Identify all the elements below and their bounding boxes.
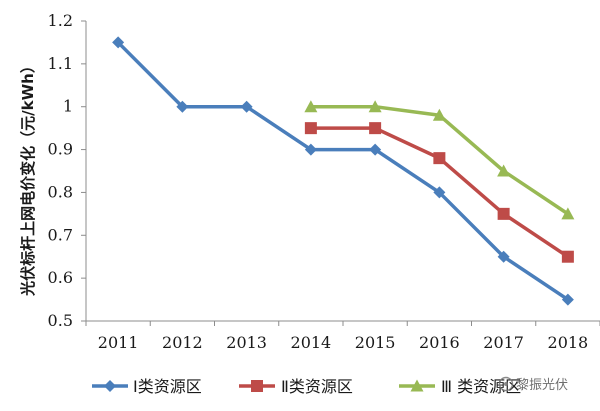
y-tick-label: 0.5	[48, 311, 73, 330]
data-point	[561, 250, 574, 263]
watermark-icon-dot	[504, 382, 508, 386]
data-point	[432, 108, 446, 121]
watermark-text: 黎振光伏	[516, 378, 568, 393]
legend-marker	[104, 380, 116, 392]
series-line	[116, 41, 569, 302]
watermark-icon	[498, 376, 514, 392]
y-tick-label: 0.9	[48, 140, 73, 159]
legend-item: Ⅲ 类资源区	[399, 377, 521, 396]
data-point	[304, 143, 317, 156]
data-point	[497, 250, 510, 263]
x-tick-label: 2011	[98, 333, 139, 352]
data-point	[112, 36, 125, 49]
axes: 0.5 0.6 0.7 0.8 0.9 1 1.1 1.2 2011 2012 2013 2014 20…	[19, 11, 600, 352]
legend: Ⅰ类资源区 Ⅱ类资源区 Ⅲ 类资源区	[92, 377, 521, 396]
x-tick-label: 2012	[162, 333, 203, 352]
series-layer	[112, 36, 575, 306]
data-point	[304, 122, 317, 135]
data-point	[433, 152, 446, 165]
x-tick-label: 2015	[355, 333, 396, 352]
x-tick-label: 2014	[291, 333, 332, 352]
watermark: 黎振光伏	[498, 376, 568, 393]
y-tick-label: 1.1	[48, 54, 73, 73]
data-point	[369, 143, 382, 156]
y-tick-label: 0.8	[48, 182, 73, 201]
data-point	[368, 100, 382, 113]
data-point	[561, 293, 574, 306]
y-tick-label: 1	[63, 97, 73, 116]
x-tick-label: 2016	[419, 333, 460, 352]
legend-label: Ⅲ 类资源区	[441, 377, 521, 396]
y-axis-title: 光伏标杆上网电价变化（元/kWh）	[19, 58, 37, 297]
series-2	[304, 122, 574, 263]
y-tick-label: 1.2	[48, 11, 73, 30]
data-point	[561, 207, 575, 220]
data-point	[433, 186, 446, 199]
series-3	[304, 100, 575, 220]
legend-marker	[410, 379, 424, 392]
data-point	[497, 207, 510, 220]
x-tick-label: 2013	[226, 333, 267, 352]
data-point	[369, 122, 382, 135]
watermark-logo: 黎振光伏	[498, 376, 568, 393]
y-tick-label: 0.7	[48, 225, 73, 244]
legend-label: Ⅰ类资源区	[133, 377, 202, 396]
data-point	[240, 100, 253, 113]
legend-item: Ⅱ类资源区	[239, 377, 353, 396]
series-1	[112, 36, 574, 306]
data-point	[304, 100, 318, 113]
legend-marker	[251, 380, 263, 392]
legend-item: Ⅰ类资源区	[92, 377, 202, 396]
y-tick-label: 0.6	[48, 268, 73, 287]
x-tick-label: 2018	[548, 333, 589, 352]
data-point	[176, 100, 189, 113]
legend-label: Ⅱ类资源区	[281, 377, 353, 396]
x-tick-label: 2017	[483, 333, 524, 352]
data-point	[497, 164, 511, 177]
